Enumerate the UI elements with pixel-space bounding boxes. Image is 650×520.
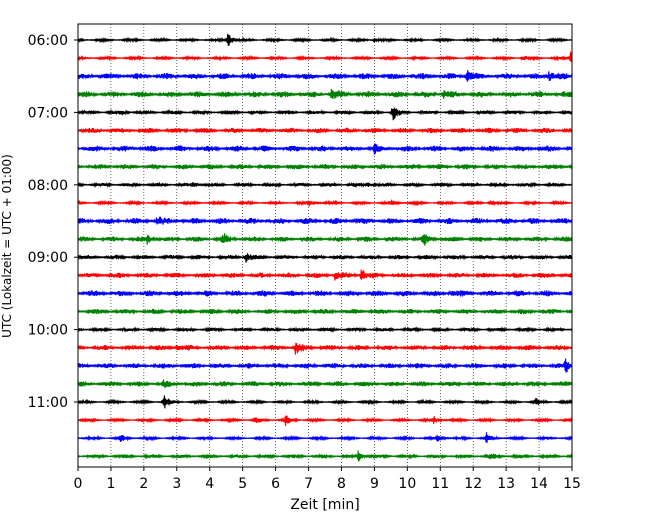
trace-line (77, 253, 573, 263)
x-tick-label: 8 (337, 476, 346, 492)
trace-line (77, 216, 573, 225)
x-axis-label: Zeit [min] (290, 497, 359, 513)
y-tick-label: 07:00 (28, 105, 68, 121)
trace-line (77, 326, 573, 333)
plot-area-frame (77, 23, 573, 468)
x-tick-label: 7 (304, 476, 313, 492)
x-tick-label: 4 (205, 476, 214, 492)
y-tick-label: 08:00 (28, 178, 68, 194)
x-tick-label: 13 (497, 476, 515, 492)
trace-line (77, 233, 573, 246)
trace-line (77, 33, 573, 46)
y-tick-label: 09:00 (28, 250, 68, 266)
x-tick-label: 0 (74, 476, 83, 492)
trace-line (77, 181, 573, 188)
trace-line (77, 51, 573, 62)
x-tick-label: 12 (464, 476, 482, 492)
x-tick-label: 2 (139, 476, 148, 492)
x-tick-label: 1 (106, 476, 115, 492)
x-tick-label: 6 (271, 476, 280, 492)
trace-line (77, 308, 573, 315)
y-tick-label: 06:00 (28, 33, 68, 49)
trace-line (77, 107, 573, 121)
trace-line (77, 127, 573, 134)
x-tick-label: 3 (172, 476, 181, 492)
seismic-traces (77, 33, 573, 462)
trace-line (77, 395, 573, 409)
y-tick-label: 11:00 (28, 395, 68, 411)
x-tick-label: 9 (370, 476, 379, 492)
trace-line (77, 415, 573, 427)
x-tick-label: 15 (563, 476, 581, 492)
trace-line (77, 143, 573, 155)
trace-line (77, 358, 573, 373)
trace-line (77, 69, 573, 82)
trace-line (77, 199, 573, 207)
trace-line (77, 379, 573, 389)
y-axis-ticks: 06:00 07:00 08:00 09:00 10:00 11:00 (28, 33, 78, 411)
trace-line (77, 269, 573, 281)
x-axis-ticks: 0 1 2 3 4 5 6 7 8 9 10 11 12 13 14 15 (74, 467, 581, 492)
trace-line (77, 432, 573, 443)
x-tick-label: 10 (398, 476, 416, 492)
trace-line (77, 163, 573, 170)
trace-line (77, 342, 573, 355)
x-tick-label: 5 (238, 476, 247, 492)
x-tick-label: 14 (530, 476, 548, 492)
x-tick-label: 11 (431, 476, 449, 492)
y-tick-label: 10:00 (28, 323, 68, 339)
trace-line (77, 450, 573, 462)
y-axis-label: UTC (Lokalzeit = UTC + 01:00) (0, 154, 14, 338)
trace-line (77, 89, 573, 100)
trace-line (77, 289, 573, 297)
